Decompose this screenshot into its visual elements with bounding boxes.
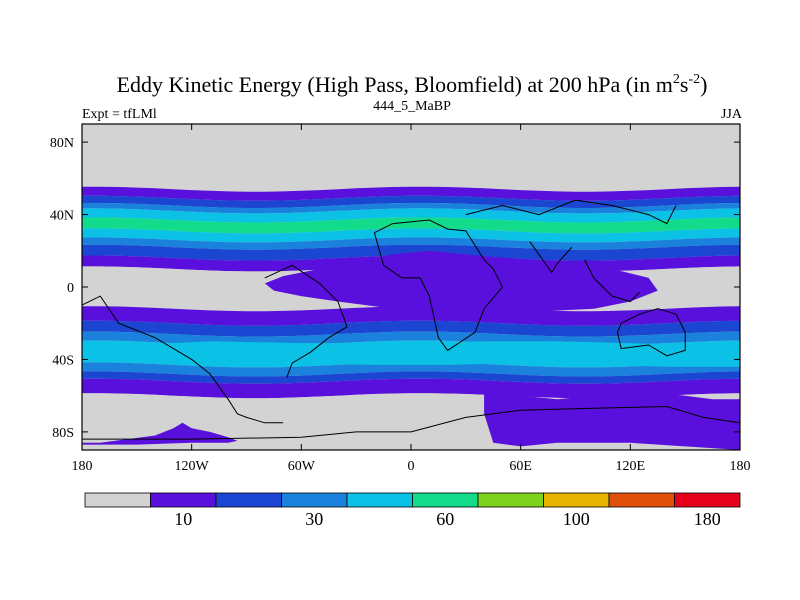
coast-south-america-east [264, 264, 348, 378]
zonal-band-17 [82, 378, 740, 399]
zonal-band-4 [82, 208, 740, 223]
map-plot-area [82, 124, 740, 450]
y-tick-label: 80S [52, 426, 74, 441]
chart-subtitle-right: JJA [721, 107, 743, 122]
chart-subtitle-center: 444_5_MaBP [373, 99, 451, 114]
colorbar-swatch [543, 492, 610, 508]
y-tick-label: 40N [50, 209, 74, 224]
zonal-band-3 [82, 203, 740, 214]
colorbar-label: 30 [305, 509, 323, 529]
zonal-band-7 [82, 237, 740, 250]
colorbar-swatch [608, 492, 675, 508]
y-tick-label: 80N [50, 136, 74, 151]
zonal-band-6 [82, 228, 740, 243]
colorbar-swatch [674, 492, 741, 508]
region-southern-cyan-core [136, 341, 740, 367]
x-tick-label: 0 [408, 459, 415, 474]
zonal-band-5 [82, 217, 740, 234]
coast-antarctica [82, 405, 740, 440]
zonal-band-2 [82, 195, 740, 208]
x-tick-label: 60W [288, 459, 316, 474]
colorbar-swatch [150, 492, 217, 508]
zonal-band-15 [82, 362, 740, 377]
zonal-band-12 [82, 320, 740, 337]
continent-outlines [82, 199, 740, 440]
colorbar-swatch [281, 492, 348, 508]
coast-africa [373, 219, 503, 352]
zonal-band-0 [82, 124, 740, 192]
x-tick-label: 120W [175, 459, 210, 474]
colorbar-swatch [477, 492, 544, 508]
coast-australia [616, 308, 686, 357]
x-tick-label: 60E [509, 459, 532, 474]
x-tick-label: 180 [730, 459, 751, 474]
colorbar-swatch [215, 492, 282, 508]
region-south-indian-jet-plume [484, 386, 740, 450]
zonal-band-11 [82, 306, 740, 326]
chart-subtitle-left: Expt = tfLMl [82, 107, 157, 122]
x-tick-label: 180 [72, 459, 93, 474]
region-subtropical-jet-plume [264, 250, 658, 313]
x-tick-label: 120E [616, 459, 646, 474]
coast-india [529, 241, 573, 274]
colorbar-label: 180 [694, 509, 721, 529]
zonal-band-16 [82, 371, 740, 384]
colorbar-swatch [346, 492, 413, 508]
y-tick-label: 40S [52, 353, 74, 368]
map-axes: 180 120W 60W 0 60E 120E 180 80N 40N 0 40S 80S [50, 124, 751, 474]
coast-americas [82, 295, 284, 424]
colorbar-label: 100 [563, 509, 590, 529]
chart-title: Eddy Kinetic Energy (High Pass, Bloomfie… [117, 72, 708, 97]
colorbar-label: 60 [436, 509, 454, 529]
zonal-band-1 [82, 186, 740, 201]
colorbar: 10 30 60 100 180 [84, 492, 741, 529]
colorbar-swatch [84, 492, 151, 508]
coast-southeast-asia [584, 259, 640, 303]
colorbar-label: 10 [174, 509, 192, 529]
colorbar-swatch [412, 492, 479, 508]
coast-asia [465, 199, 677, 225]
y-tick-label: 0 [67, 281, 74, 296]
